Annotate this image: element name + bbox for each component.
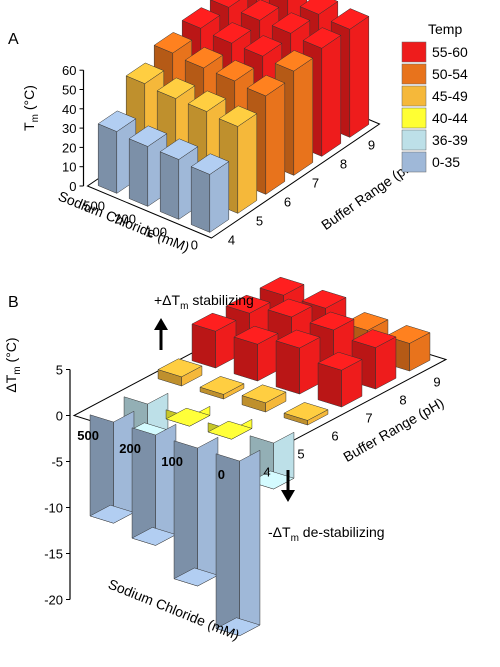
panel-a-y-tick-label: 30 — [62, 121, 76, 136]
panel-b-label: B — [8, 294, 19, 311]
panel-b-bar-ph6-nacl500 — [157, 358, 203, 387]
panel-b-y-tick-label: 0 — [56, 409, 63, 424]
panel-a-bar-ph4-nacl0 — [190, 153, 230, 233]
legend-swatch — [401, 41, 427, 63]
panel-b-bar-ph7-nacl200 — [233, 325, 279, 382]
panel-b-y-tick-label: -20 — [44, 593, 63, 608]
legend-label: 50-54 — [432, 66, 468, 82]
panel-b-bar-ph5-nacl0 — [249, 431, 295, 490]
panel-b-y-tick-label: -5 — [51, 455, 63, 470]
panel-a-bar-ph4-nacl100 — [159, 138, 199, 220]
panel-b-ph-tick-label: 7 — [365, 411, 372, 426]
panel-a-y-tick-label: 40 — [62, 102, 76, 117]
panel-a-ph-tick-label: 5 — [256, 214, 263, 229]
panel-a-y-tick-label: 20 — [62, 140, 76, 155]
panel-a-label: A — [8, 31, 19, 48]
legend-label: 36-39 — [432, 132, 468, 148]
panel-b-chart: -20 -15 -10 -5 0 5 4 5 6 7 8 9 0 100 200 500 — [44, 276, 448, 637]
panel-b-bar-ph6-nacl100 — [241, 384, 287, 413]
legend-label: 40-44 — [432, 110, 468, 126]
legend-label: 0-35 — [432, 154, 460, 170]
panel-b-y-axis-label: ΔTm (°C) — [3, 337, 23, 392]
panel-b-ph-tick-label: 6 — [331, 429, 338, 444]
panel-a-ph-tick-label: 4 — [228, 233, 235, 248]
down-arrow-icon — [281, 470, 295, 502]
legend-swatch — [401, 129, 427, 151]
panel-a-chart: 0 10 20 30 40 50 60 4 5 6 7 8 9 0 100 200 500 — [62, 0, 381, 253]
panel-b-bar-ph6-nacl0 — [283, 402, 329, 426]
panel-a-y-tick-label: 0 — [69, 179, 76, 194]
legend-label: 45-49 — [432, 88, 468, 104]
panel-b-ph-tick-label: 4 — [263, 465, 270, 480]
panel-b-nacl-tick-label: 100 — [161, 454, 183, 469]
panel-a-nacl-tick-label: 0 — [191, 238, 198, 253]
panel-b-bar-ph4-nacl100 — [173, 436, 219, 587]
panel-b-y-tick-label: -10 — [44, 501, 63, 516]
panel-a-ph-tick-label: 7 — [312, 176, 319, 191]
panel-b-nacl-tick-label: 500 — [77, 428, 99, 443]
panel-b-bar-ph4-nacl200 — [131, 423, 177, 546]
panel-b-nacl-tick-label: 0 — [218, 467, 225, 482]
stabilizing-annotation: +ΔTm stabilizing — [154, 292, 254, 312]
panel-a-ph-tick-label: 9 — [368, 138, 375, 153]
legend: Temp 55-60 50-54 45-49 40-44 36-39 0-35 — [401, 21, 468, 173]
legend-swatch — [401, 85, 427, 107]
legend-swatch — [401, 63, 427, 85]
panel-a-y-tick-label: 10 — [62, 160, 76, 175]
legend-label: 55-60 — [432, 44, 468, 60]
panel-b-bar-ph7-nacl0 — [317, 351, 363, 408]
panel-b-ph-tick-label: 5 — [297, 447, 304, 462]
panel-a-ph-tick-label: 6 — [284, 195, 291, 210]
legend-swatch — [401, 151, 427, 173]
panel-a-nacl-tick-label: 200 — [114, 212, 136, 227]
legend-title: Temp — [428, 21, 462, 37]
legend-swatch — [401, 107, 427, 129]
panel-a-y-axis-label: Tm (°C) — [21, 85, 41, 131]
panel-a-nacl-tick-label: 100 — [145, 225, 167, 240]
panel-b-y-tick-label: 5 — [56, 363, 63, 378]
panel-a-ph-tick-label: 8 — [340, 157, 347, 172]
panel-a-y-tick-label: 50 — [62, 83, 76, 98]
destabilizing-annotation: -ΔTm de-stabilizing — [268, 524, 385, 544]
panel-a-y-tick-label: 60 — [62, 63, 76, 78]
panel-b-nacl-tick-label: 200 — [119, 441, 141, 456]
panel-b-ph-tick-label: 9 — [433, 375, 440, 390]
panel-b-bar-ph7-nacl500 — [191, 312, 237, 369]
panel-b-bar-ph4-nacl500 — [89, 410, 135, 524]
up-arrow-icon — [154, 318, 168, 350]
panel-b-y-tick-label: -15 — [44, 547, 63, 562]
panel-b-bar-ph6-nacl200 — [199, 376, 245, 400]
panel-b-bar-ph5-nacl100 — [207, 418, 253, 440]
panel-a-nacl-tick-label: 500 — [83, 199, 105, 214]
panel-b-bar-ph7-nacl100 — [275, 329, 321, 395]
panel-b-bar-ph5-nacl200 — [165, 405, 211, 427]
panel-b-ph-tick-label: 8 — [399, 393, 406, 408]
panel-b-bar-ph4-nacl0 — [215, 449, 261, 637]
